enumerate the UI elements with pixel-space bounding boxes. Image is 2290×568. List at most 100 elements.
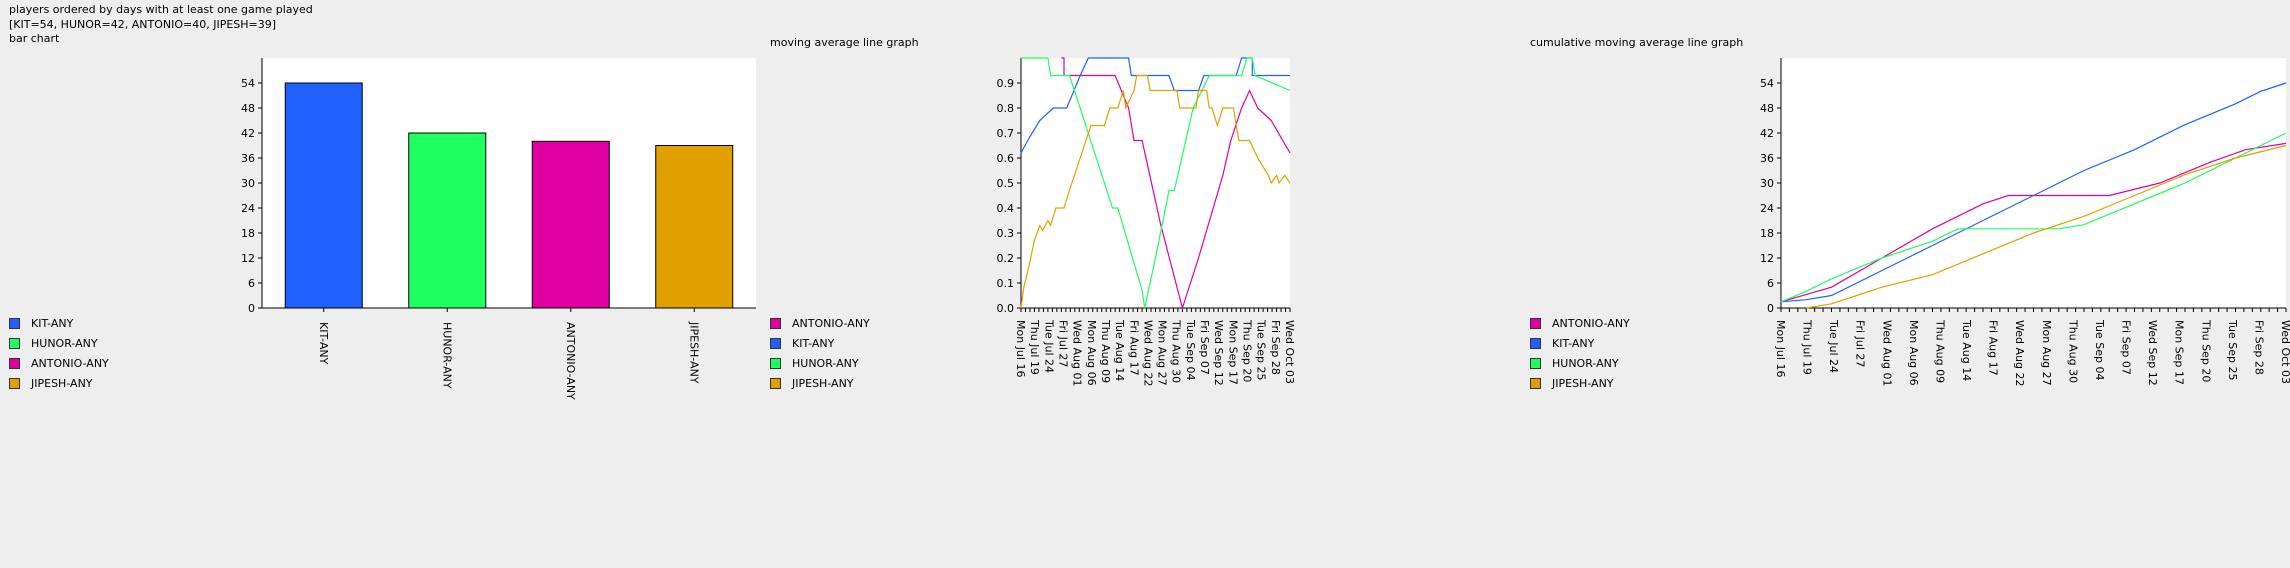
y-tick-label: 12 <box>1760 252 1774 265</box>
legend-swatch <box>9 377 20 389</box>
y-tick-label: 0 <box>248 302 255 315</box>
y-tick-label: 12 <box>241 252 255 265</box>
legend-item: KIT-ANY <box>9 313 109 333</box>
x-tick-label: Thu Sep 20 <box>1241 319 1254 382</box>
header-line-3: bar chart <box>9 32 60 45</box>
x-tick-label: Wed Oct 03 <box>2279 320 2290 384</box>
legend-swatch <box>770 317 781 329</box>
x-tick-label: Wed Aug 22 <box>1141 320 1154 386</box>
legend-item: KIT-ANY <box>770 333 870 353</box>
legend-item: JIPESH-ANY <box>9 373 109 393</box>
header-line-2: [KIT=54, HUNOR=42, ANTONIO=40, JIPESH=39… <box>9 17 277 31</box>
legend-item: ANTONIO-ANY <box>9 353 109 373</box>
legend-swatch <box>1530 317 1541 329</box>
x-tick-label: Wed Aug 22 <box>2013 320 2026 386</box>
x-tick-label: ANTONIO-ANY <box>564 322 577 400</box>
x-tick-label: Mon Sep 17 <box>1226 320 1239 385</box>
legend-swatch <box>9 357 20 369</box>
x-tick-label: Tue Jul 24 <box>1042 319 1055 373</box>
y-tick-label: 54 <box>241 77 255 90</box>
series-line <box>1020 57 1290 154</box>
series-line <box>1806 144 2287 309</box>
x-tick-label: Fri Sep 07 <box>1198 320 1211 375</box>
x-tick-label: Fri Sep 28 <box>2252 320 2265 375</box>
x-tick-label: Mon Jul 16 <box>1014 320 1027 377</box>
legend-swatch <box>770 357 781 369</box>
y-tick-label: 30 <box>241 177 255 190</box>
x-tick-label: Fri Aug 17 <box>1127 320 1140 376</box>
y-tick-label: 18 <box>1760 227 1774 240</box>
series-line <box>1021 57 1291 309</box>
series-line <box>1780 82 2287 303</box>
header-line-1: players ordered by days with at least on… <box>9 3 313 16</box>
x-tick-label: Mon Aug 06 <box>1907 320 1920 386</box>
y-tick-label: 0.8 <box>997 102 1015 115</box>
series-line <box>1061 57 1291 311</box>
y-tick-label: 30 <box>1760 177 1774 190</box>
legend-item: ANTONIO-ANY <box>770 313 870 333</box>
x-tick-label: Fri Sep 07 <box>2120 320 2133 375</box>
legend-label: JIPESH-ANY <box>31 376 93 390</box>
x-tick-label: Mon Aug 27 <box>1156 320 1169 386</box>
y-tick-label: 0 <box>1767 302 1774 315</box>
x-tick-label: Thu Jul 19 <box>1801 319 1814 375</box>
legend-label: ANTONIO-ANY <box>1552 316 1630 330</box>
y-tick-label: 42 <box>1760 127 1774 140</box>
y-tick-label: 0.3 <box>997 227 1015 240</box>
y-tick-label: 0.1 <box>997 277 1015 290</box>
legend-swatch <box>1530 377 1541 389</box>
bar-legend: KIT-ANY HUNOR-ANY ANTONIO-ANY JIPESH-ANY <box>9 313 109 393</box>
legend-item: JIPESH-ANY <box>770 373 870 393</box>
x-tick-label: Tue Aug 14 <box>1960 319 1973 381</box>
y-tick-label: 6 <box>248 277 255 290</box>
legend-label: KIT-ANY <box>792 336 835 350</box>
x-tick-label: Tue Sep 04 <box>2093 319 2106 381</box>
legend-swatch <box>1530 357 1541 369</box>
x-tick-label: JIPESH-ANY <box>687 321 700 384</box>
y-tick-label: 0.6 <box>997 152 1015 165</box>
y-tick-label: 0.0 <box>997 302 1015 315</box>
y-tick-label: 24 <box>241 202 255 215</box>
x-tick-label: Mon Sep 17 <box>2173 320 2186 385</box>
series-line <box>1780 132 2287 303</box>
x-tick-label: Thu Aug 09 <box>1933 319 1946 383</box>
plot-area <box>1021 58 1290 308</box>
moving-average-chart: 0.0 0.1 0.2 0.3 0.4 0.5 0.6 0.7 0.8 0.9 Mon Jul 16… <box>997 57 1296 386</box>
x-tick-label: Wed Sep 12 <box>2146 320 2159 386</box>
x-tick-label: Mon Aug 06 <box>1085 320 1098 386</box>
y-tick-label: 0.4 <box>997 202 1015 215</box>
legend-label: JIPESH-ANY <box>792 376 854 390</box>
y-tick-label: 36 <box>1760 152 1774 165</box>
y-tick-label: 0.7 <box>997 127 1015 140</box>
x-tick-label: Wed Aug 01 <box>1071 320 1084 386</box>
x-tick-label: Fri Aug 17 <box>1987 320 2000 376</box>
legend-item: JIPESH-ANY <box>1530 373 1630 393</box>
legend-item: HUNOR-ANY <box>770 353 870 373</box>
x-tick-label: Fri Jul 27 <box>1854 320 1867 367</box>
legend-label: KIT-ANY <box>31 316 74 330</box>
page-header: players ordered by days with at least on… <box>9 3 313 47</box>
legend-item: HUNOR-ANY <box>9 333 109 353</box>
legend-label: HUNOR-ANY <box>792 356 859 370</box>
y-tick-label: 54 <box>1760 77 1774 90</box>
bar <box>284 82 363 309</box>
bar-chart: 0 6 12 18 24 30 36 42 48 54 KIT-ANY HUNOR-ANY ANTONI… <box>241 58 756 400</box>
legend-label: ANTONIO-ANY <box>31 356 109 370</box>
cumulative-average-title: cumulative moving average line graph <box>1530 36 1744 49</box>
legend-label: HUNOR-ANY <box>31 336 98 350</box>
legend-swatch <box>9 337 20 349</box>
x-tick-label: Wed Aug 01 <box>1880 320 1893 386</box>
x-tick-label: Fri Jul 27 <box>1056 320 1069 367</box>
y-tick-label: 36 <box>241 152 255 165</box>
x-tick-label: Thu Aug 30 <box>2066 319 2079 383</box>
moving-legend: ANTONIO-ANY KIT-ANY HUNOR-ANY JIPESH-ANY <box>770 313 870 393</box>
legend-item: HUNOR-ANY <box>1530 353 1630 373</box>
legend-swatch <box>770 337 781 349</box>
y-tick-label: 6 <box>1767 277 1774 290</box>
legend-label: ANTONIO-ANY <box>792 316 870 330</box>
legend-swatch <box>770 377 781 389</box>
bar <box>655 145 734 309</box>
x-tick-label: Tue Aug 14 <box>1113 319 1126 381</box>
legend-item: ANTONIO-ANY <box>1530 313 1630 333</box>
x-tick-label: Mon Jul 16 <box>1774 320 1787 377</box>
